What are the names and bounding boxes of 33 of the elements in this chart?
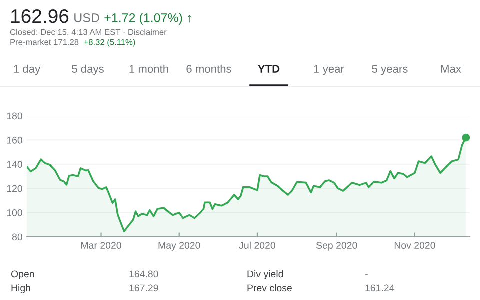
text: 164.80 <box>130 270 158 278</box>
text: Max <box>441 65 462 73</box>
y-tick-label: 100 <box>7 210 22 216</box>
text: 6 months <box>186 64 232 73</box>
text: USD <box>74 14 100 22</box>
text: Div yield <box>248 270 284 280</box>
text: YTD <box>258 65 280 73</box>
text: 167.29 <box>130 284 158 292</box>
text: +1.72 (1.07%) ↑ <box>104 13 192 25</box>
text: 5 days <box>72 64 104 76</box>
text: Pre-market 171.28 <box>10 39 79 46</box>
x-tick-label: Mar 2020 <box>82 242 122 249</box>
y-tick-label: 160 <box>7 136 22 144</box>
text: +8.32 (5.11%) <box>84 39 136 47</box>
text: 1 year <box>314 65 344 76</box>
text: High <box>12 284 30 294</box>
x-tick-label: Jul 2020 <box>239 242 276 249</box>
x-tick-label: Sep 2020 <box>316 242 358 251</box>
text: Prev close <box>248 284 292 292</box>
text: 1 day <box>14 64 41 76</box>
text: 161.24 <box>366 284 394 292</box>
y-tick-label: 180 <box>7 112 22 120</box>
text: - <box>365 274 368 276</box>
y-tick-label: 140 <box>7 161 22 168</box>
text: Open <box>11 270 34 280</box>
text: 5 years <box>372 65 408 76</box>
y-tick-label: 120 <box>7 185 22 192</box>
text: 1 month <box>130 64 168 73</box>
text: Closed: Dec 15, 4:13 AM EST · Disclaimer <box>10 29 167 36</box>
x-tick-label: May 2020 <box>158 242 200 251</box>
text: 162.96 <box>11 9 69 24</box>
y-tick-label: 80 <box>12 234 22 241</box>
x-tick-label: Nov 2020 <box>394 242 436 249</box>
